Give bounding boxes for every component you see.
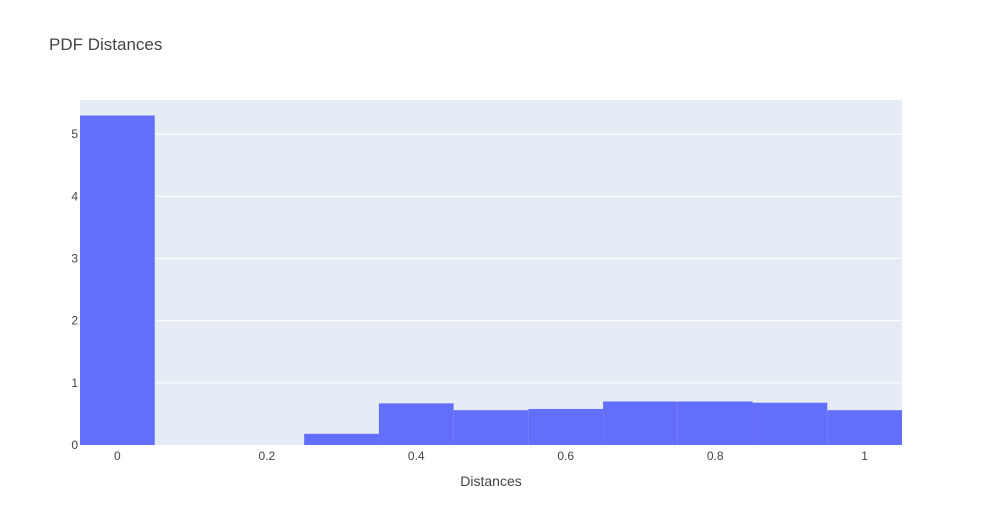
histogram-bar <box>528 408 604 445</box>
histogram-bar <box>304 433 379 445</box>
histogram-bar <box>378 403 454 445</box>
histogram-bar <box>603 401 678 445</box>
histogram-bar <box>453 410 529 445</box>
y-tick-label: 3 <box>71 252 78 266</box>
x-tick-label: 0.4 <box>408 449 425 463</box>
histogram-bar <box>80 115 155 446</box>
x-tick-label: 0.8 <box>707 449 724 463</box>
x-axis-ticks: 0 0.2 0.4 0.6 0.8 1 <box>114 449 868 463</box>
y-tick-label: 0 <box>71 438 78 452</box>
x-tick-label: 1 <box>861 449 868 463</box>
x-tick-label: 0.2 <box>258 449 275 463</box>
y-tick-label: 5 <box>71 127 78 141</box>
histogram-bars <box>80 115 902 446</box>
x-tick-label: 0 <box>114 449 121 463</box>
y-axis-ticks: 0 1 2 3 4 5 <box>71 127 78 452</box>
histogram-bar <box>752 402 828 445</box>
histogram-bar <box>827 410 902 445</box>
histogram-bar <box>677 401 753 445</box>
gridlines <box>80 133 902 384</box>
x-axis-title: Distances <box>460 473 521 489</box>
chart-title: PDF Distances <box>49 35 162 54</box>
x-tick-label: 0.6 <box>557 449 574 463</box>
y-tick-label: 4 <box>71 189 78 203</box>
y-tick-label: 2 <box>71 314 78 328</box>
y-tick-label: 1 <box>71 376 78 390</box>
plot-area <box>80 100 902 445</box>
